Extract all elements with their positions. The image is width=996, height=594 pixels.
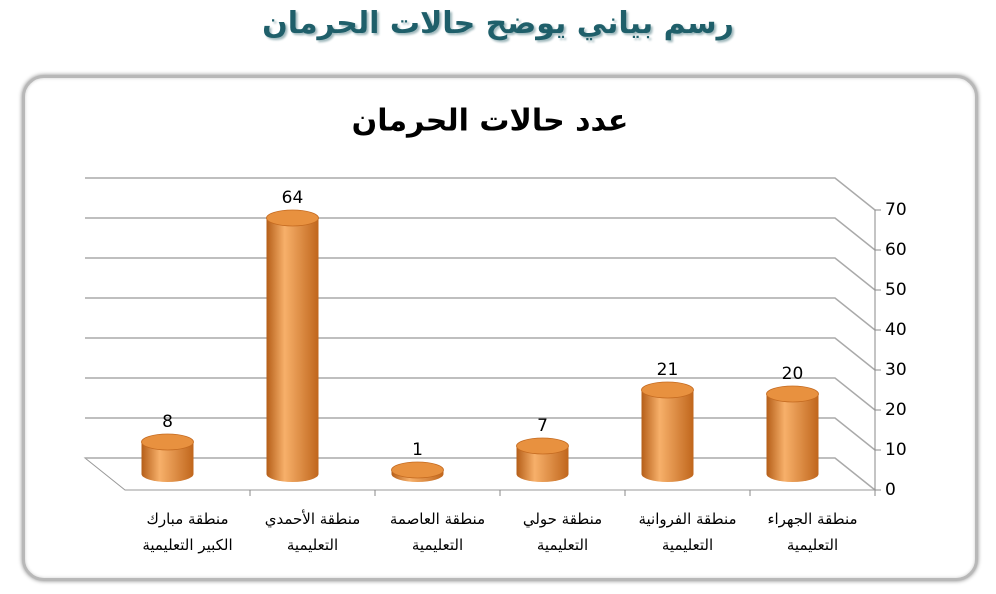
data-label: 1 xyxy=(412,440,423,460)
chart-card xyxy=(22,75,978,581)
bar-part xyxy=(766,394,819,482)
bar-part xyxy=(391,461,444,479)
bar-part xyxy=(266,209,319,227)
x-tick-label: منطقة الأحمدي التعليمية xyxy=(264,510,361,554)
grid-line xyxy=(85,257,876,291)
bar-part xyxy=(516,437,569,455)
chart-title: عدد حالات الحرمان xyxy=(352,104,629,139)
bar-part xyxy=(141,442,194,482)
y-tick-label: 70 xyxy=(885,200,907,220)
y-tick-label: 0 xyxy=(885,480,896,500)
data-label: 64 xyxy=(282,188,304,208)
grid-line xyxy=(85,177,876,211)
grid-line xyxy=(85,217,876,251)
y-tick-label: 30 xyxy=(885,360,907,380)
y-tick-label: 20 xyxy=(885,400,907,420)
data-label: 8 xyxy=(162,412,173,432)
bar-part xyxy=(641,381,694,399)
data-label: 7 xyxy=(537,416,548,436)
bar xyxy=(641,381,694,482)
bar xyxy=(516,437,569,482)
bar xyxy=(391,461,444,482)
grid-line xyxy=(85,417,876,451)
x-tick-label: منطقة الفروانية التعليمية xyxy=(638,510,737,554)
data-label: 21 xyxy=(657,360,679,380)
data-label: 20 xyxy=(782,364,804,384)
x-tick-label: منطقة العاصمة التعليمية xyxy=(389,510,486,554)
x-tick-label: منطقة الجهراء التعليمية xyxy=(767,510,858,554)
floor xyxy=(83,457,877,491)
bar-part xyxy=(516,446,569,482)
bar-part xyxy=(766,385,819,403)
grid-line xyxy=(85,377,876,411)
y-tick-label: 50 xyxy=(885,280,907,300)
y-tick-label: 10 xyxy=(885,440,907,460)
x-tick-label: منطقة مبارك الكبير التعليمية xyxy=(142,510,233,554)
bar-part xyxy=(141,433,194,451)
bar xyxy=(266,209,319,482)
x-tick-label: منطقة حولي التعليمية xyxy=(522,510,603,554)
bar-part xyxy=(266,218,319,482)
grid-line xyxy=(85,297,876,331)
bar xyxy=(766,385,819,482)
y-tick-label: 40 xyxy=(885,320,907,340)
grid-line xyxy=(85,457,876,491)
y-tick-label: 60 xyxy=(885,240,907,260)
bar-part xyxy=(641,390,694,482)
grid-line xyxy=(85,337,876,371)
bar xyxy=(141,433,194,482)
page-title: رسم بياني يوضح حالات الحرمان xyxy=(262,6,734,41)
